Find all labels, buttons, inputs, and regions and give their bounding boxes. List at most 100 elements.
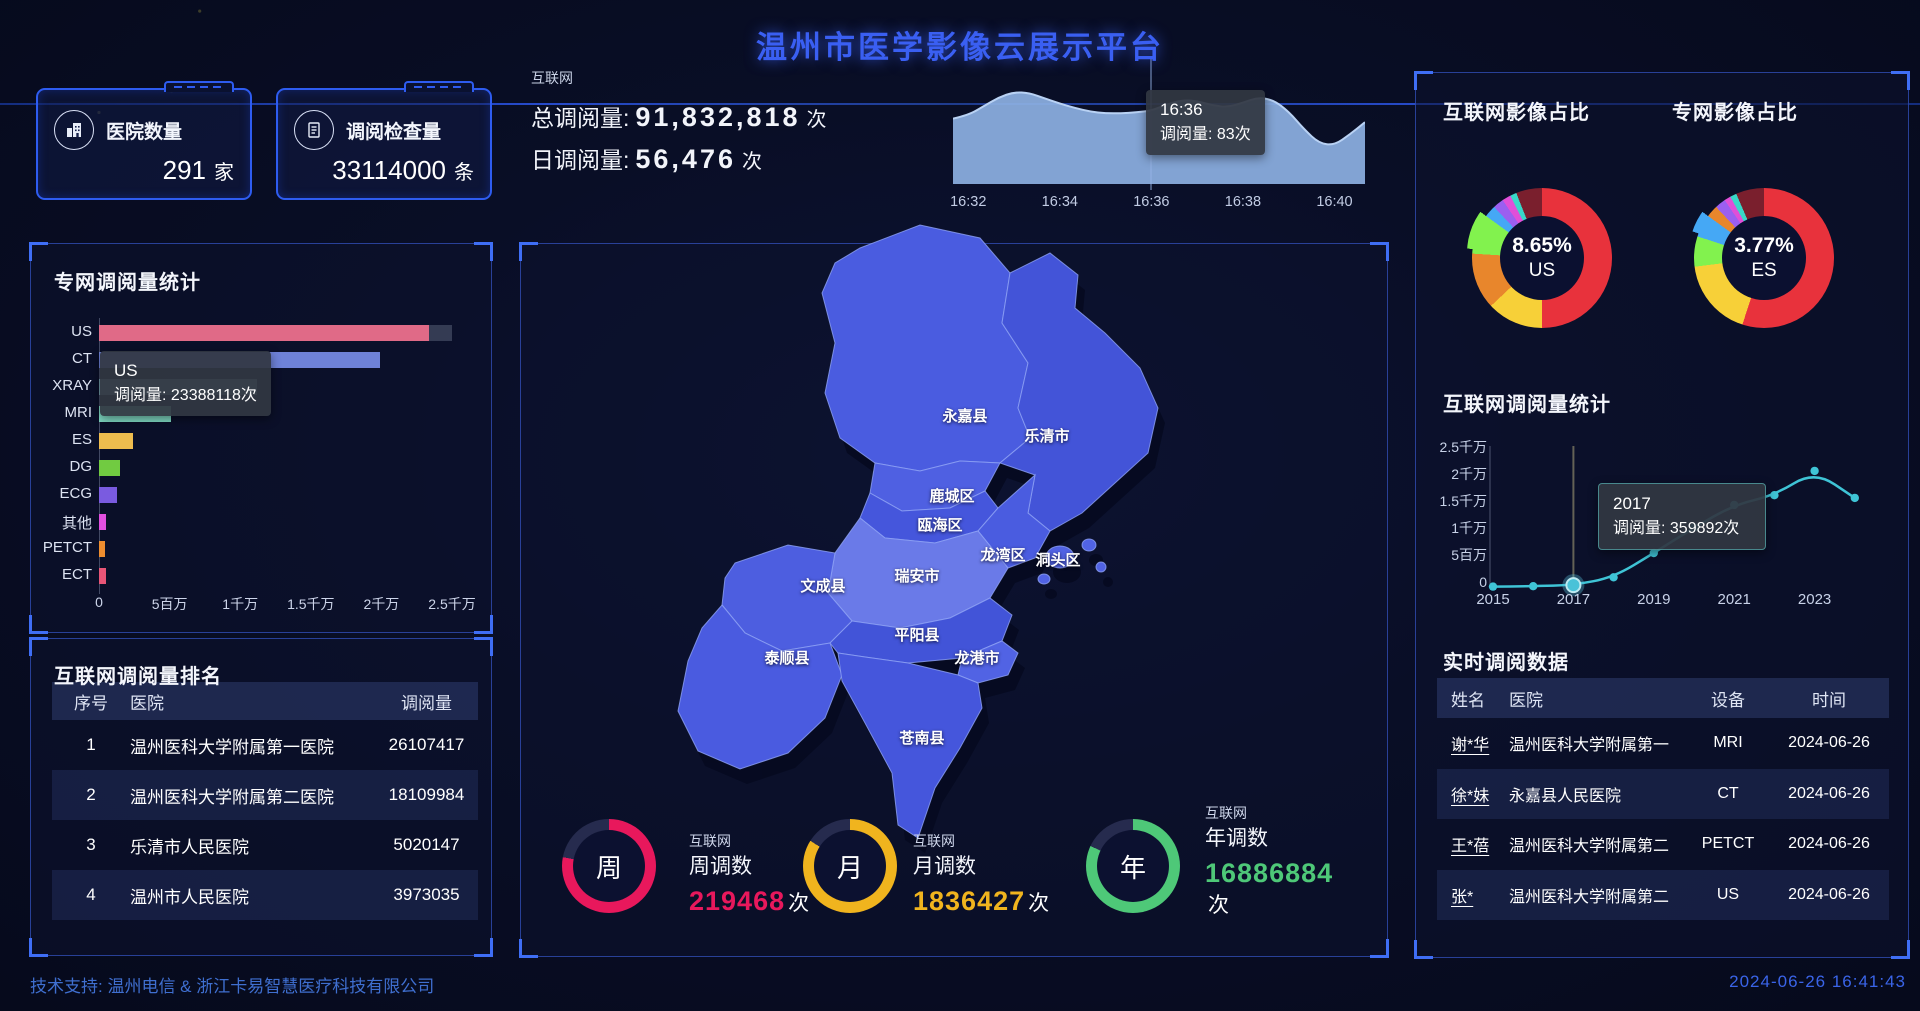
table-row[interactable]: 张* 温州医科大学附属第二 US 2024-06-26 xyxy=(1437,870,1889,921)
bar-segment[interactable] xyxy=(99,514,106,530)
column-header: 序号 xyxy=(52,689,130,714)
patient-name-link[interactable]: 张* xyxy=(1437,883,1509,907)
bar-row: DG xyxy=(30,460,460,476)
bar-axis-tick: 1.5千万 xyxy=(287,594,334,614)
map-district-label: 苍南县 xyxy=(898,729,944,747)
area-axis-tick: 16:32 xyxy=(950,194,986,210)
table-row[interactable]: 2 温州医科大学附属第二医院 18109984 xyxy=(52,770,478,820)
ring-stat-number: 219468 xyxy=(689,886,785,916)
data-point[interactable] xyxy=(1529,582,1537,590)
table-row[interactable]: 4 温州市人民医院 3973035 xyxy=(52,870,478,920)
table-cell: 5020147 xyxy=(375,835,478,855)
bar-segment[interactable] xyxy=(99,325,429,341)
table-cell: 26107417 xyxy=(375,735,478,755)
ring-center: 年 xyxy=(1097,830,1169,902)
map-district[interactable] xyxy=(822,225,1030,471)
realtime-table-title: 实时调阅数据 xyxy=(1443,646,1569,675)
area-tooltip: 16:36 调阅量: 83次 xyxy=(1146,90,1265,155)
patient-name-link[interactable]: 王*蓓 xyxy=(1437,832,1509,856)
bar-category-label: XRAY xyxy=(30,377,92,394)
ring-stat-label: 月调数 xyxy=(913,853,1065,880)
hospital-count-value: 291 家 xyxy=(163,155,234,186)
line-tooltip: 2017 调阅量: 359892次 xyxy=(1598,483,1766,550)
table-cell: PETCT xyxy=(1687,835,1769,853)
table-cell: 2024-06-26 xyxy=(1769,734,1889,752)
data-point[interactable] xyxy=(1609,573,1617,581)
exam-volume-value: 33114000 条 xyxy=(332,155,474,186)
data-point[interactable] xyxy=(1650,549,1658,557)
ring-stat-number: 16886884 xyxy=(1205,858,1333,888)
map-district-label: 鹿城区 xyxy=(929,487,974,505)
bar-category-label: US xyxy=(30,323,92,340)
bar-segment[interactable] xyxy=(99,460,120,476)
table-row[interactable]: 王*蓓 温州医科大学附属第二 PETCT 2024-06-26 xyxy=(1437,819,1889,870)
bar-axis-tick: 2千万 xyxy=(363,594,399,614)
column-header: 医院 xyxy=(1509,686,1687,711)
patient-name-link[interactable]: 徐*妹 xyxy=(1437,782,1509,806)
data-point[interactable] xyxy=(1851,494,1859,502)
bar-row: ES xyxy=(30,433,460,449)
table-cell: MRI xyxy=(1687,734,1769,752)
card-notch-decoration xyxy=(164,81,234,92)
table-row[interactable]: 1 温州医科大学附属第一医院 26107417 xyxy=(52,720,478,770)
bar-segment[interactable] xyxy=(99,433,133,449)
table-cell: 2024-06-26 xyxy=(1769,886,1889,904)
area-axis-tick: 16:34 xyxy=(1042,194,1078,210)
table-cell: 温州医科大学附属第二 xyxy=(1509,832,1687,856)
line-y-tick: 1千万 xyxy=(1451,520,1487,536)
table-row[interactable]: 徐*妹 永嘉县人民医院 CT 2024-06-26 xyxy=(1437,769,1889,820)
private-share-donut[interactable]: 3.77% ES xyxy=(1694,188,1834,328)
network-tag: 互联网 xyxy=(531,68,573,88)
report-icon xyxy=(294,110,334,150)
line-y-tick: 0 xyxy=(1479,574,1487,590)
line-chart-title: 互联网调阅量统计 xyxy=(1443,388,1611,417)
bar-row: ECT xyxy=(30,568,460,584)
bar-category-label: MRI xyxy=(30,404,92,421)
patient-name-link[interactable]: 谢*华 xyxy=(1437,731,1509,755)
card-label: 调阅检查量 xyxy=(346,117,441,144)
ring-period-char: 年 xyxy=(1120,848,1146,885)
column-header: 姓名 xyxy=(1437,686,1509,711)
bar-segment[interactable] xyxy=(99,541,105,557)
data-point[interactable] xyxy=(1810,467,1818,475)
bar-category-label: DG xyxy=(30,458,92,475)
period-ring-year[interactable]: 年 xyxy=(1086,819,1180,913)
data-point[interactable] xyxy=(1770,491,1778,499)
internet-share-donut[interactable]: 8.65% US xyxy=(1472,188,1612,328)
ring-stat-number: 1836427 xyxy=(913,886,1025,916)
bar-category-label: ECG xyxy=(30,485,92,502)
table-cell: 3973035 xyxy=(375,885,478,905)
ring-center: 周 xyxy=(573,830,645,902)
period-ring-month[interactable]: 月 xyxy=(803,819,897,913)
bar-category-label: ES xyxy=(30,431,92,448)
map-district-label: 龙港市 xyxy=(953,649,999,667)
bar-axis-tick: 1千万 xyxy=(222,594,258,614)
bar-category-label: CT xyxy=(30,350,92,367)
table-cell: 乐清市人民医院 xyxy=(130,833,375,858)
map-district-label: 永嘉县 xyxy=(941,407,987,425)
bar-category-label: 其他 xyxy=(30,512,92,533)
realtime-table: 姓名 医院 设备 时间 谢*华 温州医科大学附属第一 MRI 2024-06-26 徐*妹 永嘉县… xyxy=(1437,678,1889,920)
period-ring-week[interactable]: 周 xyxy=(562,819,656,913)
line-y-tick: 5百万 xyxy=(1451,547,1487,563)
wenzhou-map[interactable]: 永嘉县乐清市鹿城区瓯海区龙湾区 洞头区瑞安市文成县泰顺县 平阳县龙港市苍南县 xyxy=(530,213,1210,893)
table-cell: 4 xyxy=(52,885,130,905)
column-header: 调阅量 xyxy=(375,689,478,714)
bar-chart-title: 专网调阅量统计 xyxy=(54,266,201,295)
donut-center: 3.77% ES xyxy=(1722,216,1806,300)
map-district-label: 文成县 xyxy=(800,577,845,595)
bar-row: PETCT xyxy=(30,541,460,557)
line-x-tick: 2019 xyxy=(1637,591,1670,608)
clock: 2024-06-26 16:41:43 xyxy=(1729,972,1906,992)
exam-volume-card: 调阅检查量 33114000 条 xyxy=(276,88,492,200)
network-tag: 互联网 xyxy=(913,832,1065,850)
bar-segment[interactable] xyxy=(99,487,117,503)
data-point-highlighted[interactable] xyxy=(1566,578,1580,592)
table-cell: 永嘉县人民医院 xyxy=(1509,782,1687,806)
data-point[interactable] xyxy=(1489,582,1497,590)
line-y-tick: 2.5千万 xyxy=(1440,440,1487,455)
table-row[interactable]: 谢*华 温州医科大学附属第一 MRI 2024-06-26 xyxy=(1437,718,1889,769)
bar-hover-shadow xyxy=(429,325,452,341)
table-row[interactable]: 3 乐清市人民医院 5020147 xyxy=(52,820,478,870)
bar-segment[interactable] xyxy=(99,568,106,584)
